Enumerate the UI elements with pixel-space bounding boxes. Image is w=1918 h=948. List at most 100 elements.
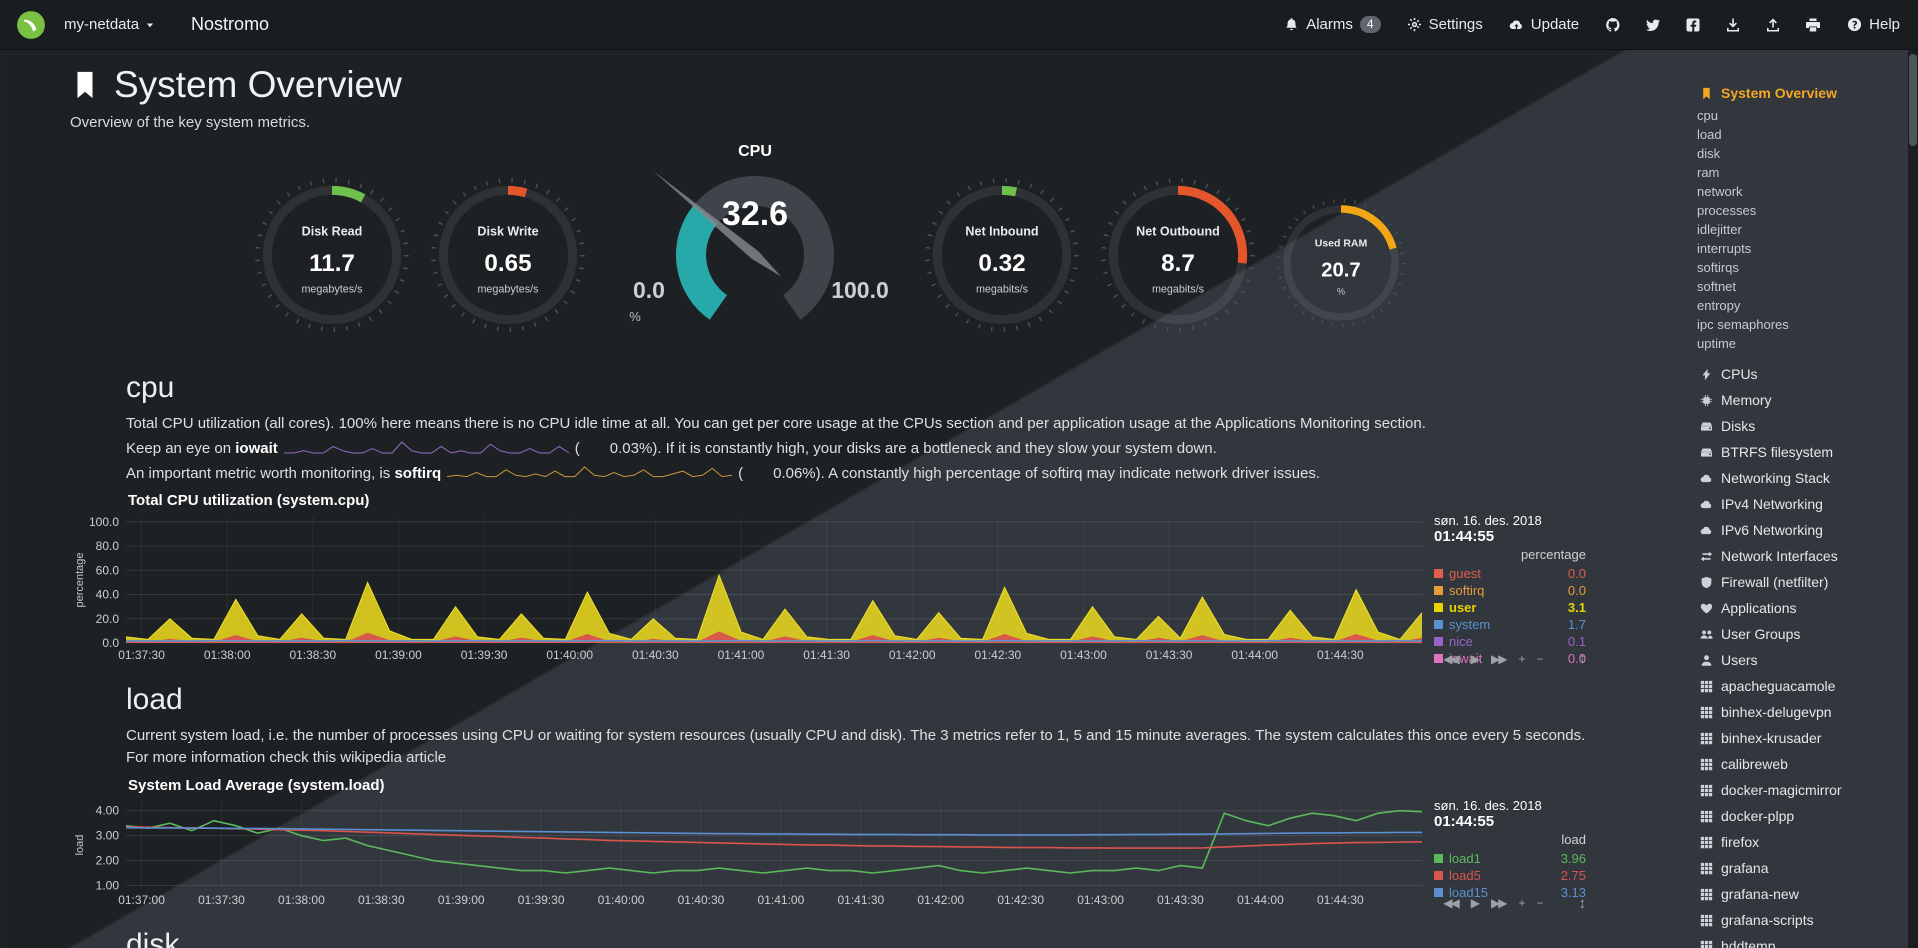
cpu-gauge[interactable]: CPU 32.6 0.0 100.0% <box>605 143 905 355</box>
heartbeat-icon <box>1697 602 1716 615</box>
sidebar-item-disks[interactable]: Disks <box>1697 413 1906 439</box>
gauge-net-outbound[interactable]: Net Outbound 8.7 megabits/s <box>1099 176 1257 334</box>
zoom-in-icon[interactable]: + <box>1518 651 1525 666</box>
sidebar-item-softnet[interactable]: softnet <box>1697 277 1906 296</box>
print-icon[interactable] <box>1805 17 1821 33</box>
gauge-net-inbound[interactable]: Net Inbound 0.32 megabits/s <box>923 176 1081 334</box>
grid-icon <box>1697 810 1716 823</box>
sidebar-item-ipv6-networking[interactable]: IPv6 Networking <box>1697 517 1906 543</box>
sidebar-item-softirqs[interactable]: softirqs <box>1697 258 1906 277</box>
sidebar-item-ipc-semaphores[interactable]: ipc semaphores <box>1697 315 1906 334</box>
sidebar-item-network-interfaces[interactable]: Network Interfaces <box>1697 543 1906 569</box>
sidebar-item-system-overview[interactable]: System Overview <box>1697 80 1906 106</box>
wikipedia-article-link[interactable]: wikipedia article <box>340 749 447 766</box>
sidebar-item-hddtemp[interactable]: hddtemp <box>1697 933 1906 948</box>
sidebar-item-cpus[interactable]: CPUs <box>1697 361 1906 387</box>
sidebar-item-apacheguacamole[interactable]: apacheguacamole <box>1697 673 1906 699</box>
resize-icon[interactable]: ↕ <box>1578 894 1587 912</box>
grid-icon <box>1697 862 1716 875</box>
hostname[interactable]: Nostromo <box>191 14 270 34</box>
download-icon[interactable] <box>1725 17 1741 33</box>
sidebar-item-cpu[interactable]: cpu <box>1697 106 1906 125</box>
sidebar-item-networking-stack[interactable]: Networking Stack <box>1697 465 1906 491</box>
gauge-disk-read[interactable]: Disk Read 11.7 megabytes/s <box>253 176 411 334</box>
sidebar-item-binhex-krusader[interactable]: binhex-krusader <box>1697 725 1906 751</box>
sidebar-item-ram[interactable]: ram <box>1697 163 1906 182</box>
sidebar-item-applications[interactable]: Applications <box>1697 595 1906 621</box>
gauges-left-group: Disk Read 11.7 megabytes/s Disk Write 0.65 me… <box>253 143 587 334</box>
legend-item-guest[interactable]: guest 0.0 <box>1434 565 1590 582</box>
legend-label: load5 <box>1449 867 1481 883</box>
load-chart-canvas[interactable]: 1.00 2.00 3.00 4.00 01:37:00 01:37:30 01:38:00… <box>70 796 1430 912</box>
twitter-icon[interactable] <box>1645 17 1661 33</box>
sidebar-item-ipv4-networking[interactable]: IPv4 Networking <box>1697 491 1906 517</box>
alarms-button[interactable]: Alarms 4 <box>1284 16 1381 33</box>
sidebar-item-calibreweb[interactable]: calibreweb <box>1697 751 1906 777</box>
sidebar-item-processes[interactable]: processes <box>1697 201 1906 220</box>
gauge-value: 11.7 <box>309 250 355 277</box>
update-button[interactable]: Update <box>1509 16 1579 33</box>
y-axis-title: load <box>74 834 86 855</box>
legend-item-load1[interactable]: load1 3.96 <box>1434 850 1590 867</box>
legend-item-iowait[interactable]: iowait 0.0 <box>1434 650 1590 667</box>
sidebar-item-memory[interactable]: Memory <box>1697 387 1906 413</box>
zoom-in-icon[interactable]: + <box>1518 896 1525 911</box>
sidebar-item-uptime[interactable]: uptime <box>1697 334 1906 353</box>
play-icon[interactable]: ▶ <box>1470 896 1480 911</box>
grid-icon <box>1697 836 1716 849</box>
legend-item-load15[interactable]: load15 3.13 <box>1434 884 1590 901</box>
sidebar-item-docker-plpp[interactable]: docker-plpp <box>1697 803 1906 829</box>
sidebar-item-docker-magicmirror[interactable]: docker-magicmirror <box>1697 777 1906 803</box>
cpu-gauge-min: 0.0 <box>633 277 665 303</box>
legend-item-load5[interactable]: load5 2.75 <box>1434 867 1590 884</box>
sidebar-item-grafana-scripts[interactable]: grafana-scripts <box>1697 907 1906 933</box>
legend-item-user[interactable]: user 3.1 <box>1434 599 1590 616</box>
sidebar-item-user-groups[interactable]: User Groups <box>1697 621 1906 647</box>
sidebar-item-firefox[interactable]: firefox <box>1697 829 1906 855</box>
legend-item-nice[interactable]: nice 0.1 <box>1434 633 1590 650</box>
github-icon[interactable] <box>1605 17 1621 33</box>
page-scrollbar[interactable] <box>1908 50 1918 948</box>
my-netdata-dropdown[interactable]: my-netdata <box>64 16 155 33</box>
gauge-used-ram[interactable]: Used RAM 20.7% <box>1275 197 1407 329</box>
play-icon[interactable]: ▶ <box>1470 651 1480 666</box>
sidebar-item-interrupts[interactable]: interrupts <box>1697 239 1906 258</box>
zoom-out-icon[interactable]: − <box>1536 651 1543 666</box>
sidebar-item-entropy[interactable]: entropy <box>1697 296 1906 315</box>
gauge-disk-write[interactable]: Disk Write 0.65 megabytes/s <box>429 176 587 334</box>
scrollbar-thumb[interactable] <box>1909 54 1917 146</box>
sidebar-item-grafana-new[interactable]: grafana-new <box>1697 881 1906 907</box>
sidebar-item-users[interactable]: Users <box>1697 647 1906 673</box>
facebook-icon[interactable] <box>1685 17 1701 33</box>
sidebar-item-firewall-netfilter[interactable]: Firewall (netfilter) <box>1697 569 1906 595</box>
cpu-chart-canvas[interactable]: 0.0 20.0 40.0 60.0 80.0 100.0 01:37:30 01:38:00… <box>70 511 1430 667</box>
netdata-logo-icon[interactable] <box>16 10 46 40</box>
gauge-units: % <box>1337 287 1345 297</box>
legend-date: søn. 16. des. 2018 <box>1434 797 1542 813</box>
softirq-sparkline-chart[interactable] <box>447 465 733 480</box>
legend-value: 0.0 <box>1567 583 1586 599</box>
legend-item-system[interactable]: system 1.7 <box>1434 616 1590 633</box>
cpu-gauge-value: 32.6 <box>722 195 788 233</box>
sidebar-item-load[interactable]: load <box>1697 125 1906 144</box>
upload-icon[interactable] <box>1765 17 1781 33</box>
forward-icon[interactable]: ▶▶ <box>1491 651 1508 666</box>
sidebar-item-disk[interactable]: disk <box>1697 144 1906 163</box>
sidebar-item-grafana[interactable]: grafana <box>1697 855 1906 881</box>
legend-swatch <box>1434 853 1443 863</box>
legend-item-softirq[interactable]: softirq 0.0 <box>1434 582 1590 599</box>
forward-icon[interactable]: ▶▶ <box>1491 896 1508 911</box>
legend-value: 0.0 <box>1567 566 1586 582</box>
resize-icon[interactable]: ↕ <box>1578 650 1587 668</box>
iowait-sparkline-chart[interactable] <box>283 440 569 455</box>
help-button[interactable]: Help <box>1847 16 1900 33</box>
sidebar-item-btrfs-filesystem[interactable]: BTRFS filesystem <box>1697 439 1906 465</box>
sidebar-item-idlejitter[interactable]: idlejitter <box>1697 220 1906 239</box>
sidebar-item-network[interactable]: network <box>1697 182 1906 201</box>
settings-button[interactable]: Settings <box>1407 16 1483 33</box>
cpu-gauge-needle <box>653 171 782 277</box>
sidebar-item-binhex-delugevpn[interactable]: binhex-delugevpn <box>1697 699 1906 725</box>
zoom-out-icon[interactable]: − <box>1536 896 1543 911</box>
backward-icon[interactable]: ◀◀ <box>1443 896 1460 911</box>
backward-icon[interactable]: ◀◀ <box>1443 651 1460 666</box>
